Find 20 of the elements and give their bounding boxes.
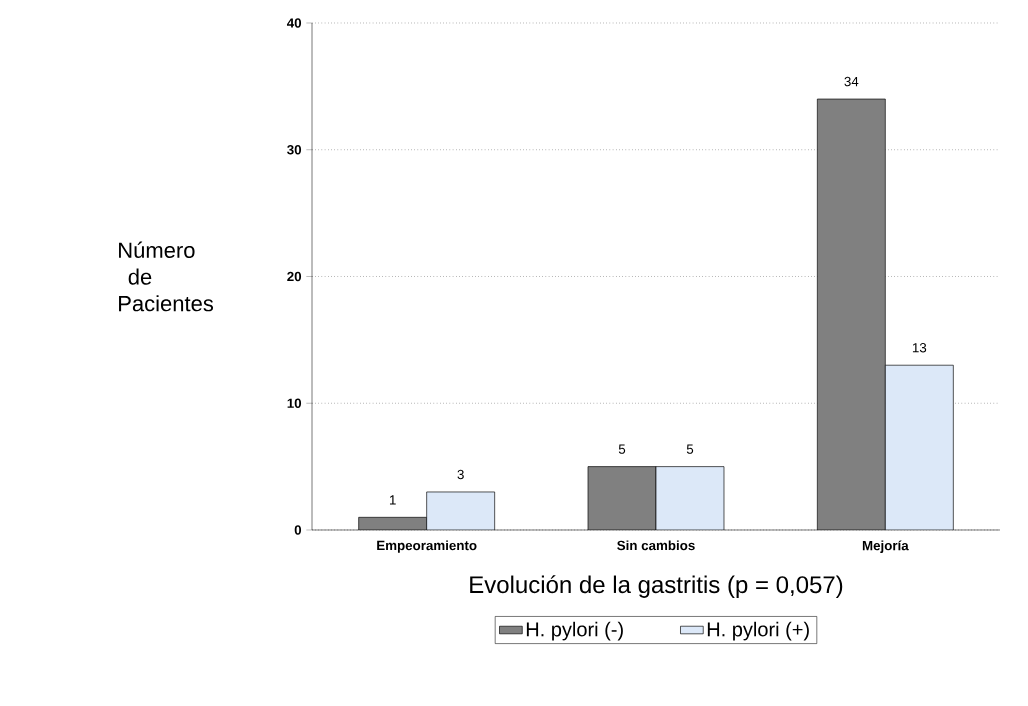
x-axis-title: Evolución de la gastritis (p = 0,057) [470, 575, 843, 598]
bar [588, 466, 656, 530]
y-tick-label: 30 [287, 145, 302, 155]
data-label: 1 [389, 495, 396, 505]
data-label: 13 [912, 343, 927, 353]
y-tick-label: 10 [287, 398, 302, 408]
data-label: 34 [844, 76, 859, 87]
legend-label: H. pylori (+) [707, 621, 809, 641]
y-tick-label: 0 [294, 525, 302, 535]
data-label: 3 [457, 469, 464, 480]
x-tick-label: Mejoría [862, 540, 909, 553]
data-label: 5 [686, 444, 694, 454]
y-tick-label: 20 [287, 271, 302, 282]
bar [816, 98, 886, 530]
x-tick-label: Empeoramiento [377, 540, 477, 553]
y-tick-label: 40 [286, 18, 302, 28]
legend-label: H. pylori (-) [526, 621, 623, 641]
x-tick-label: Sin cambios [617, 540, 695, 551]
data-label: 5 [618, 444, 626, 454]
y-axis-title: Número de Pacientes [119, 241, 214, 312]
